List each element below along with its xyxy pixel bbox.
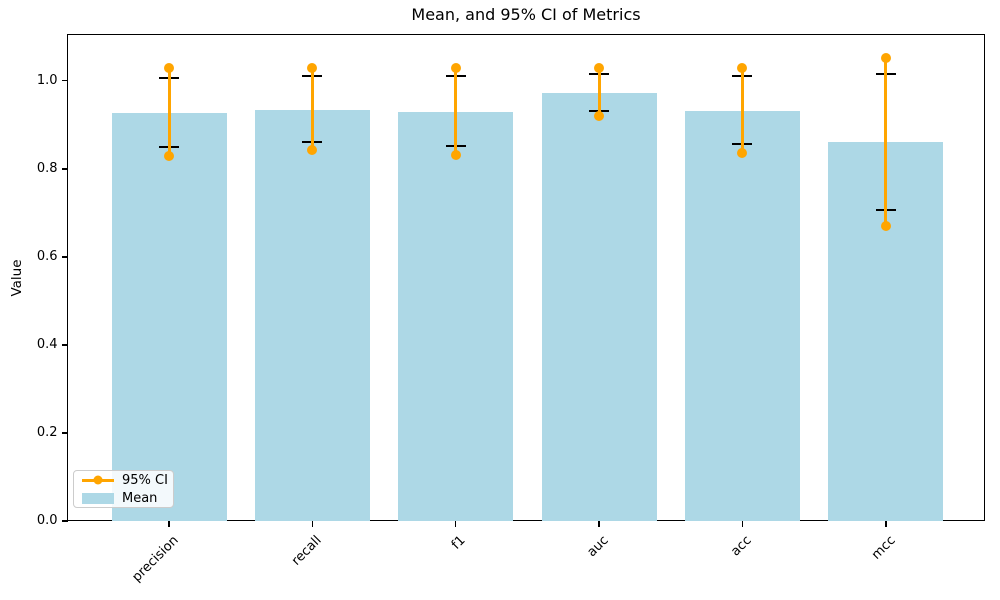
legend: 95% CI Mean: [73, 470, 174, 508]
y-tick-mark: [61, 79, 68, 82]
errorbar-dot-mcc: [880, 221, 891, 232]
x-tick-mark: [885, 521, 887, 527]
bar-f1: [398, 111, 514, 521]
errorbar-dot-recall: [307, 144, 318, 155]
y-tick-label: 1.0: [36, 72, 58, 88]
errorbar-dot-acc: [737, 147, 748, 158]
errorbar-dot-mcc: [880, 52, 891, 63]
legend-entry-ci: 95% CI: [82, 473, 173, 488]
x-tick-label-f1: f1: [448, 533, 469, 553]
y-tick-mark: [61, 432, 68, 434]
x-tick-mark: [168, 521, 170, 527]
legend-mean-swatch: [82, 492, 114, 504]
y-tick-mark: [61, 520, 68, 522]
x-tick-label-mcc: mcc: [868, 533, 899, 563]
legend-ci-dot-icon: [93, 475, 103, 485]
legend-mean-label: Mean: [122, 490, 158, 506]
errorbar-line-f1: [454, 68, 458, 155]
errorbar-line-auc: [597, 67, 601, 116]
y-axis-label: Value: [9, 259, 25, 297]
x-tick-label-auc: auc: [584, 533, 612, 561]
errorbar-dot-recall: [307, 63, 318, 74]
errorbar-dot-precision: [164, 62, 174, 73]
errorbar-line-mcc: [884, 57, 888, 227]
errorbar-dot-acc: [737, 62, 748, 73]
errorbar-line-recall: [310, 68, 314, 150]
bar-acc: [684, 111, 800, 521]
bar-auc: [541, 92, 657, 521]
y-tick-label: 0.6: [36, 248, 58, 264]
y-tick-label: 0.8: [36, 160, 58, 176]
x-tick-mark: [454, 521, 457, 527]
errorbar-dot-auc: [594, 62, 605, 73]
bar-recall: [254, 110, 370, 521]
errorbar-dot-auc: [594, 110, 605, 121]
x-tick-mark: [598, 521, 600, 527]
errorbar-line-precision: [167, 67, 171, 157]
bar-precision: [111, 112, 227, 521]
errorbar-dot-precision: [164, 151, 174, 162]
y-tick-label: 0.2: [36, 424, 58, 440]
x-tick-label-recall: recall: [289, 533, 325, 569]
x-tick-label-acc: acc: [728, 533, 755, 560]
legend-entry-mean: Mean: [82, 491, 173, 506]
y-tick-label: 0.4: [36, 336, 58, 352]
y-tick-mark: [61, 168, 68, 170]
y-tick-mark: [61, 256, 68, 258]
legend-ci-line-icon: [82, 475, 114, 485]
chart-title: Mean, and 95% CI of Metrics: [411, 5, 641, 24]
errorbar-dot-f1: [450, 63, 461, 74]
legend-ci-label: 95% CI: [122, 472, 168, 488]
errorbar-dot-f1: [450, 149, 461, 160]
errorbar-line-acc: [740, 67, 744, 153]
x-tick-label-precision: precision: [129, 533, 182, 586]
y-tick-label: 0.0: [36, 513, 58, 528]
x-tick-mark: [741, 521, 744, 527]
y-tick-mark: [61, 344, 68, 346]
x-tick-mark: [311, 521, 314, 527]
